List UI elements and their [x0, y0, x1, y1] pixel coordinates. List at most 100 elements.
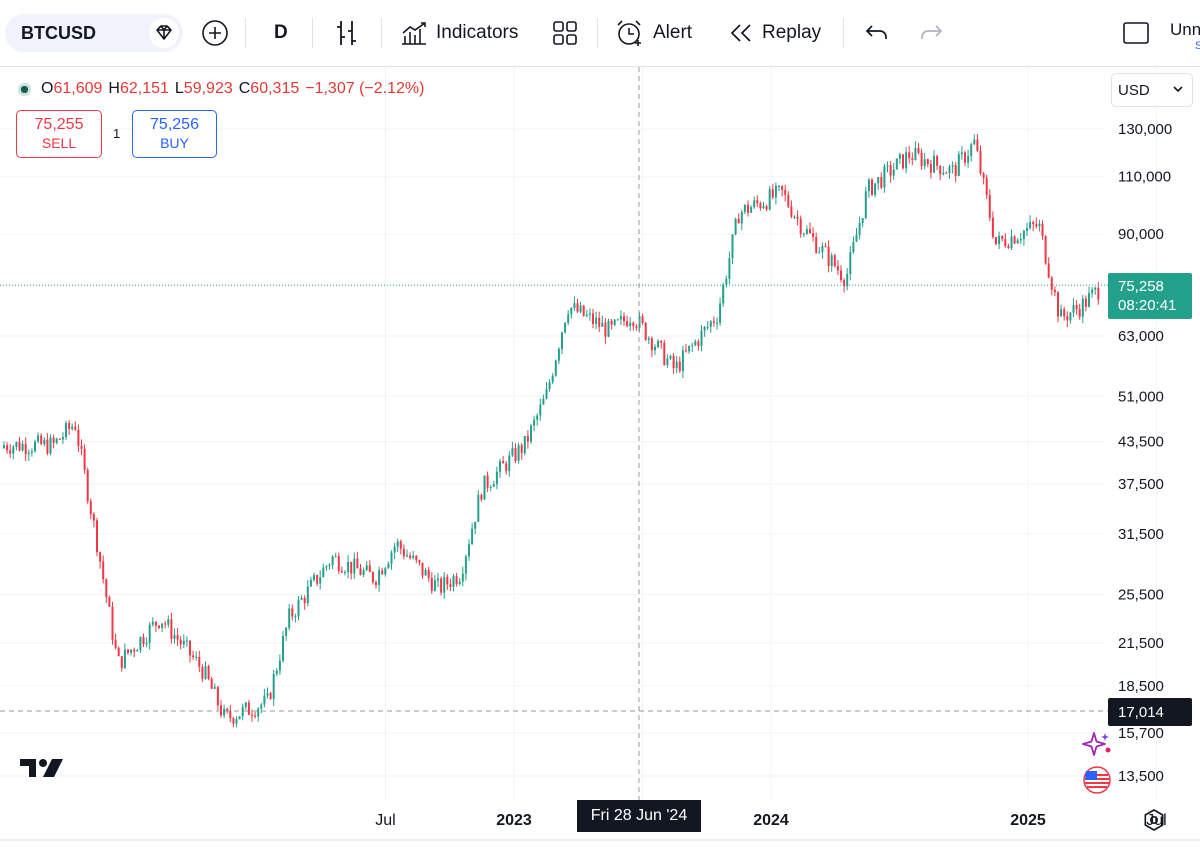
price-axis-label: 90,000 [1118, 226, 1164, 243]
candle-body [517, 445, 520, 461]
price-axis-label: 15,700 [1118, 725, 1164, 742]
interval-label: D [274, 22, 288, 43]
indicators-button[interactable]: Indicators [400, 14, 518, 52]
redo-icon [921, 25, 943, 39]
candle-body [623, 316, 625, 321]
candle-body [650, 338, 653, 351]
candle-body [967, 155, 970, 163]
compare-symbol-button[interactable] [200, 14, 230, 52]
candle-body [672, 355, 675, 369]
tradingview-logo-icon[interactable] [20, 757, 64, 779]
candle-body [127, 649, 129, 653]
candle-body [3, 445, 5, 449]
candle-body [461, 573, 464, 582]
candle-body [511, 448, 514, 456]
candle-body [325, 566, 328, 568]
candle-body [241, 706, 244, 717]
market-status-dot[interactable] [18, 82, 31, 96]
candle-body [1075, 305, 1078, 310]
fullscreen-toggle[interactable] [1122, 14, 1150, 52]
candle-body [114, 639, 117, 648]
candle-body [216, 687, 219, 706]
candle-body [337, 556, 340, 572]
candle-body [396, 541, 399, 547]
candle-body [136, 650, 139, 652]
candle-body [43, 439, 46, 445]
interval-button[interactable]: D [274, 14, 288, 52]
candle-body [145, 642, 148, 644]
candle-body [747, 204, 749, 213]
candle-body [133, 649, 136, 652]
candle-body [579, 305, 582, 312]
candle-body [192, 655, 195, 657]
buy-button[interactable]: 75,256 BUY [132, 110, 217, 158]
candle-body [728, 258, 731, 279]
candle-body [1019, 238, 1022, 241]
sparkle-assistant-icon[interactable] [1082, 730, 1112, 760]
candle-body [167, 619, 170, 625]
diamond-icon[interactable] [149, 18, 179, 48]
candle-body [561, 332, 563, 350]
candle-body [123, 649, 126, 668]
candle-body [542, 398, 545, 405]
candle-body [502, 460, 505, 464]
candle-body [347, 561, 350, 573]
candle-body [179, 639, 182, 645]
candle-body [77, 429, 80, 446]
candle-body [657, 340, 660, 348]
candle-body [207, 665, 210, 679]
symbol-search-button[interactable]: BTCUSD [5, 14, 183, 52]
candle-body [40, 435, 43, 445]
candle-body [161, 623, 164, 628]
candle-body [1047, 263, 1050, 278]
candle-body [334, 556, 337, 558]
candle-body [982, 173, 985, 178]
candle-body [96, 520, 98, 553]
low-value: 59,923 [183, 80, 233, 97]
us-flag-icon[interactable] [1082, 765, 1112, 795]
candle-body [1069, 312, 1072, 321]
currency-label: USD [1118, 81, 1150, 99]
alert-button[interactable]: Alert [615, 14, 692, 52]
candle-body [443, 576, 446, 593]
candle-body [923, 159, 926, 167]
candle-body [244, 702, 247, 707]
candle-body [666, 358, 669, 365]
settings-icon[interactable] [1142, 808, 1166, 832]
candle-body [737, 218, 740, 224]
candle-body [483, 475, 486, 500]
candle-body [418, 560, 421, 563]
candle-body [1088, 293, 1090, 307]
layouts-button[interactable] [552, 14, 578, 52]
candle-body [604, 322, 607, 337]
candle-body [235, 719, 238, 724]
time-axis-label: 2023 [496, 812, 532, 829]
candle-body [83, 448, 86, 470]
candle-body [1010, 236, 1013, 248]
candle-body [173, 634, 176, 639]
replay-button[interactable]: Replay [728, 14, 821, 52]
candle-body [756, 200, 759, 204]
candle-body [1081, 298, 1084, 317]
candle-body [263, 695, 266, 705]
sell-button[interactable]: 75,255 SELL [16, 110, 102, 158]
undo-button[interactable] [864, 14, 890, 52]
candle-body [933, 155, 935, 173]
indicators-label: Indicators [436, 22, 519, 43]
candle-body [812, 233, 815, 238]
currency-select[interactable]: USD [1111, 73, 1193, 107]
candle-body [942, 172, 945, 175]
candle-body [34, 441, 36, 452]
chart-type-button[interactable] [334, 14, 360, 52]
candle-body [957, 154, 960, 176]
layout-name[interactable]: Unn [1170, 20, 1200, 39]
candle-body [232, 718, 235, 724]
redo-button[interactable] [918, 14, 944, 52]
order-quantity[interactable]: 1 [113, 126, 121, 141]
candle-body [89, 501, 92, 515]
bar-countdown: 08:20:41 [1118, 297, 1177, 314]
candle-body [663, 342, 666, 365]
candle-body [322, 567, 325, 578]
layout-save-status[interactable]: S [1195, 40, 1200, 52]
